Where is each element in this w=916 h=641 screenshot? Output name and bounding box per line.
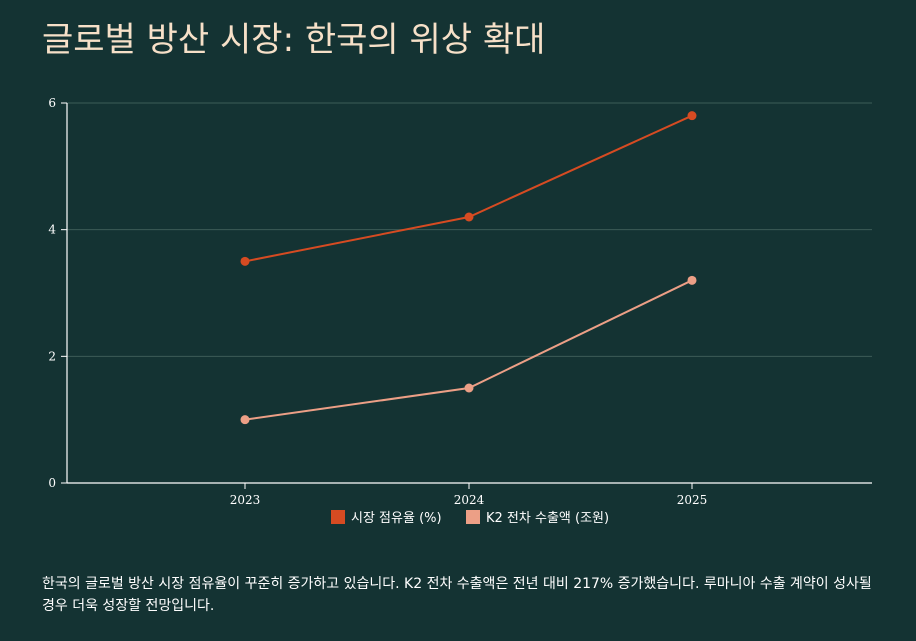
legend: 시장 점유율 (%) K2 전차 수출액 (조원) xyxy=(331,510,609,526)
x-tick-label: 2025 xyxy=(677,493,708,507)
data-point-s2-2 xyxy=(464,383,474,393)
data-point-s1-2 xyxy=(464,212,474,222)
y-tick-label: 6 xyxy=(48,96,56,110)
series-line-1 xyxy=(244,114,693,263)
x-tick-label: 2023 xyxy=(230,493,261,507)
y-tick-label: 4 xyxy=(48,223,56,237)
legend-swatch-2 xyxy=(466,510,480,524)
axes: 0 2 4 6 2023 2024 2025 xyxy=(48,96,872,507)
series xyxy=(240,111,697,425)
legend-swatch-1 xyxy=(331,510,345,524)
x-tick-label: 2024 xyxy=(454,493,485,507)
legend-label-2: K2 전차 수출액 (조원) xyxy=(486,511,609,526)
y-tick-label: 0 xyxy=(48,476,56,490)
series-line-2 xyxy=(244,279,693,421)
gridlines xyxy=(67,102,872,357)
data-point-s1-1 xyxy=(240,256,250,266)
data-point-s2-1 xyxy=(240,415,250,425)
chart-caption: 한국의 글로벌 방산 시장 점유율이 꾸준히 증가하고 있습니다. K2 전차 … xyxy=(42,576,872,614)
legend-label-1: 시장 점유율 (%) xyxy=(351,511,442,526)
data-point-s2-3 xyxy=(687,275,697,285)
chart-title: 글로벌 방산 시장: 한국의 위상 확대 xyxy=(42,20,546,60)
line-chart: 0 2 4 6 2023 2024 2025 시장 점유율 (%) K2 전차 수출액 (조원… xyxy=(48,96,872,526)
data-point-s1-3 xyxy=(687,111,697,121)
y-tick-label: 2 xyxy=(48,349,56,363)
